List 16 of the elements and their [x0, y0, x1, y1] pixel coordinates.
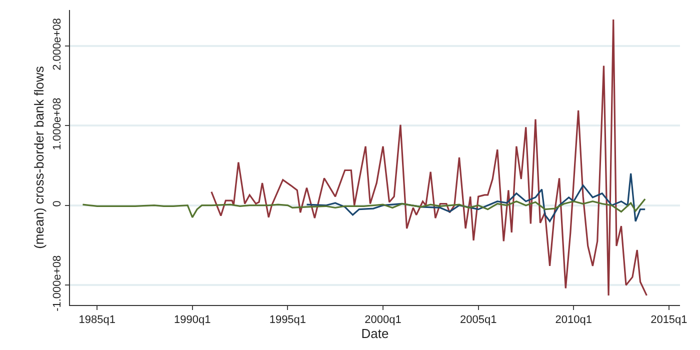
- x-tick-label: 2000q1: [364, 314, 402, 326]
- x-tick-label: 1985q1: [78, 314, 116, 326]
- y-tick-label: -1.000e+08: [52, 255, 64, 312]
- line-series: [306, 172, 646, 222]
- y-tick-label: 0: [52, 200, 64, 207]
- y-tick-label: 1.000e+08: [52, 98, 64, 150]
- line-series: [82, 198, 646, 218]
- x-axis-title: Date: [361, 326, 389, 342]
- x-tick-label: 2015q1: [650, 314, 688, 326]
- y-axis-title: (mean) cross-border bank flows: [32, 66, 47, 249]
- y-tick-label: 2.000e+08: [52, 18, 64, 70]
- line-series: [210, 18, 648, 296]
- x-tick-label: 1990q1: [174, 314, 211, 326]
- x-tick-label: 1995q1: [269, 314, 306, 326]
- x-tick-label: 2005q1: [460, 314, 497, 326]
- x-tick-label: 2010q1: [555, 314, 592, 326]
